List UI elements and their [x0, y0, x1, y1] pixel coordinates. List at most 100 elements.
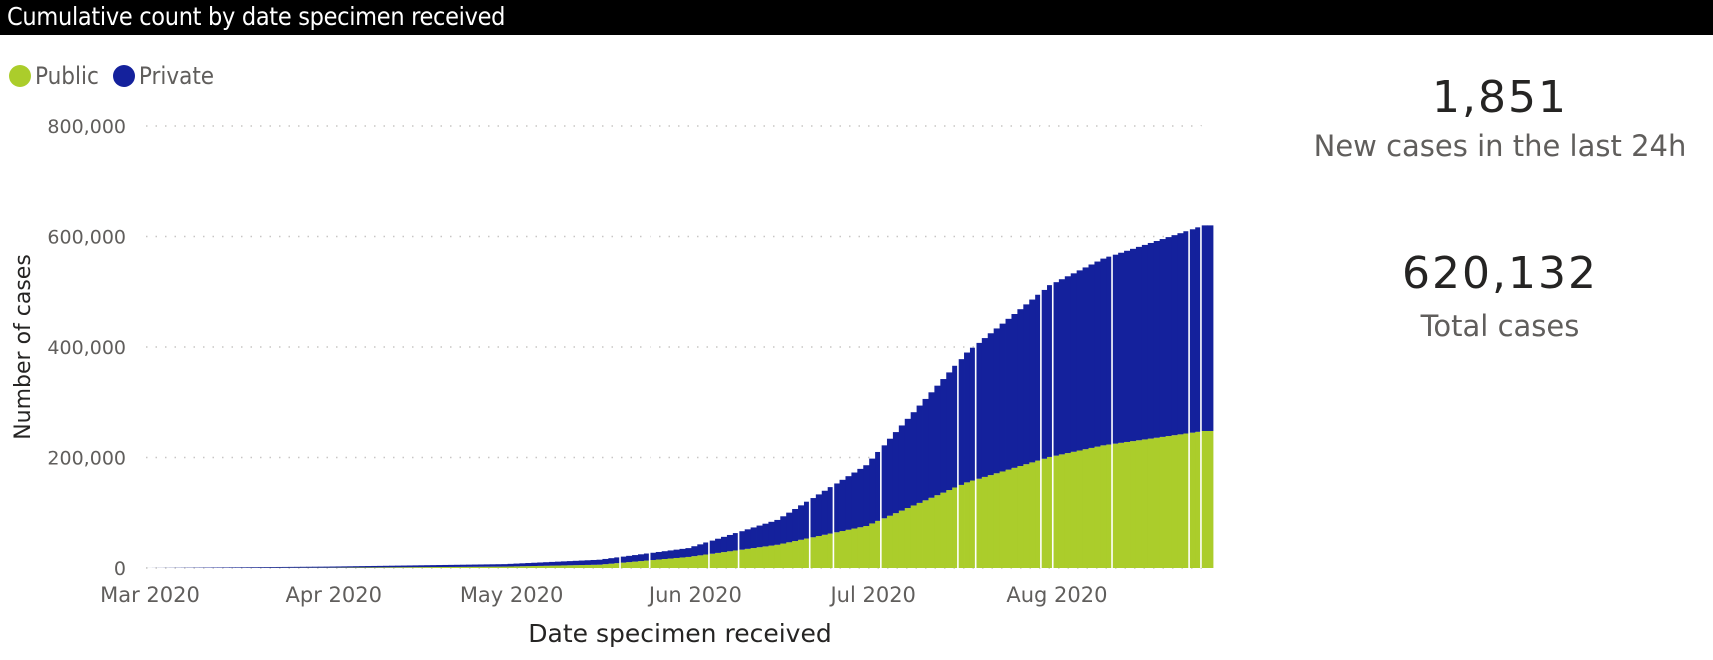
- bar-private[interactable]: [276, 566, 283, 568]
- legend-item-public[interactable]: Public: [9, 62, 99, 90]
- bar-private[interactable]: [288, 566, 295, 568]
- bar-private[interactable]: [969, 347, 977, 481]
- bar-private[interactable]: [489, 564, 497, 567]
- bar-private[interactable]: [507, 563, 514, 567]
- bar-public[interactable]: [780, 543, 787, 568]
- bar-private[interactable]: [857, 468, 864, 528]
- bar-public[interactable]: [489, 566, 497, 568]
- bar-public[interactable]: [881, 518, 888, 568]
- bar-private[interactable]: [1029, 299, 1036, 463]
- bar-private[interactable]: [1041, 289, 1048, 459]
- bar-public[interactable]: [952, 487, 959, 568]
- bar-private[interactable]: [892, 432, 900, 514]
- bar-private[interactable]: [881, 445, 888, 519]
- bar-private[interactable]: [952, 365, 959, 488]
- bar-private[interactable]: [798, 505, 805, 540]
- bar-private[interactable]: [1070, 273, 1078, 452]
- bar-private[interactable]: [863, 465, 870, 527]
- bar-public[interactable]: [1047, 456, 1054, 568]
- bar-private[interactable]: [691, 546, 698, 557]
- bar-private[interactable]: [341, 566, 348, 568]
- bar-private[interactable]: [442, 564, 449, 567]
- bar-public[interactable]: [845, 529, 852, 568]
- bar-public[interactable]: [608, 563, 615, 568]
- bar-public[interactable]: [638, 561, 645, 568]
- bar-private[interactable]: [525, 563, 532, 567]
- bar-public[interactable]: [750, 548, 757, 568]
- bar-private[interactable]: [667, 550, 674, 559]
- bar-public[interactable]: [762, 546, 769, 568]
- bar-private[interactable]: [839, 479, 846, 532]
- bar-public[interactable]: [839, 531, 846, 568]
- bar-public[interactable]: [436, 567, 443, 568]
- bar-public[interactable]: [626, 562, 633, 568]
- bar-public[interactable]: [1165, 436, 1172, 568]
- bar-private[interactable]: [472, 564, 479, 567]
- bar-private[interactable]: [1189, 229, 1196, 433]
- bar-public[interactable]: [519, 566, 526, 568]
- bar-private[interactable]: [406, 565, 414, 568]
- bar-private[interactable]: [418, 565, 426, 568]
- bar-private[interactable]: [1088, 264, 1095, 448]
- bar-public[interactable]: [1094, 446, 1101, 568]
- bar-private[interactable]: [1035, 294, 1042, 461]
- bar-private[interactable]: [620, 556, 627, 563]
- bar-public[interactable]: [975, 478, 983, 568]
- bar-public[interactable]: [815, 536, 823, 568]
- bar-private[interactable]: [1147, 242, 1155, 439]
- bar-public[interactable]: [1023, 464, 1030, 568]
- bar-private[interactable]: [928, 392, 935, 498]
- bar-public[interactable]: [555, 565, 562, 568]
- bar-private[interactable]: [252, 567, 260, 568]
- bar-public[interactable]: [406, 567, 414, 568]
- bar-private[interactable]: [1076, 270, 1083, 451]
- bar-private[interactable]: [922, 398, 929, 501]
- bar-public[interactable]: [477, 566, 485, 568]
- bar-public[interactable]: [934, 495, 941, 568]
- bar-private[interactable]: [803, 501, 811, 539]
- bar-public[interactable]: [1135, 440, 1143, 568]
- bar-private[interactable]: [809, 498, 817, 538]
- bar-public[interactable]: [756, 547, 763, 568]
- bar-private[interactable]: [750, 527, 757, 549]
- bar-private[interactable]: [904, 418, 912, 509]
- bar-public[interactable]: [661, 559, 669, 568]
- bar-public[interactable]: [501, 566, 508, 568]
- bar-public[interactable]: [910, 505, 918, 568]
- bar-public[interactable]: [483, 566, 491, 568]
- bar-public[interactable]: [703, 554, 710, 568]
- bar-public[interactable]: [655, 559, 663, 568]
- bar-private[interactable]: [720, 536, 728, 553]
- bar-private[interactable]: [264, 567, 271, 568]
- bar-public[interactable]: [875, 520, 882, 568]
- bar-public[interactable]: [495, 566, 503, 568]
- legend-item-private[interactable]: Private: [112, 62, 214, 90]
- bar-private[interactable]: [1171, 235, 1178, 436]
- bar-private[interactable]: [590, 559, 597, 565]
- bar-private[interactable]: [460, 564, 467, 567]
- bar-public[interactable]: [969, 480, 977, 568]
- bar-private[interactable]: [1106, 256, 1113, 445]
- bar-private[interactable]: [294, 566, 301, 568]
- bar-private[interactable]: [270, 567, 277, 568]
- bar-public[interactable]: [549, 565, 556, 568]
- bar-public[interactable]: [999, 471, 1006, 568]
- bar-public[interactable]: [673, 557, 680, 568]
- bar-public[interactable]: [537, 565, 544, 568]
- bar-private[interactable]: [353, 566, 360, 568]
- bar-public[interactable]: [1029, 462, 1036, 568]
- bar-private[interactable]: [282, 566, 289, 568]
- bar-public[interactable]: [987, 475, 995, 568]
- bar-private[interactable]: [400, 565, 408, 568]
- bar-private[interactable]: [537, 562, 544, 566]
- bar-public[interactable]: [418, 567, 426, 568]
- bar-public[interactable]: [768, 545, 775, 568]
- bar-private[interactable]: [1183, 231, 1190, 434]
- bar-public[interactable]: [620, 562, 627, 568]
- bar-public[interactable]: [614, 563, 621, 568]
- bar-public[interactable]: [1130, 441, 1137, 568]
- bar-public[interactable]: [572, 565, 580, 568]
- bar-private[interactable]: [602, 558, 609, 565]
- bar-private[interactable]: [975, 342, 983, 479]
- bar-private[interactable]: [543, 562, 550, 566]
